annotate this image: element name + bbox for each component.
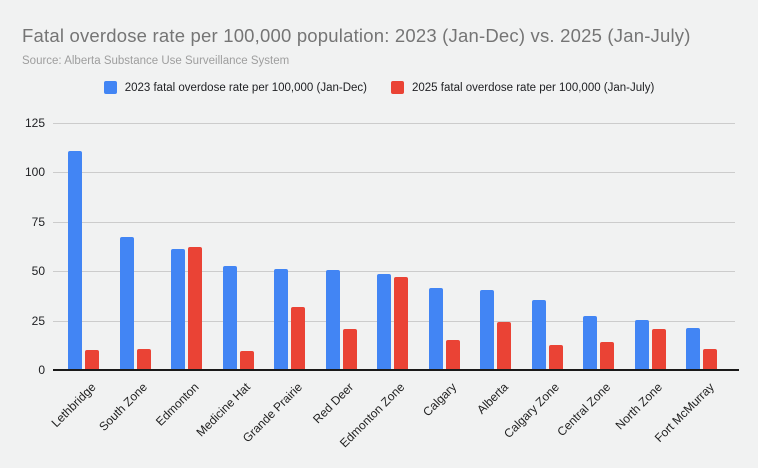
y-axis-tick-label: 0 — [38, 363, 45, 377]
bar-2023-south-zone — [119, 236, 134, 369]
legend-swatch-2023-icon — [103, 81, 117, 94]
y-axis-tick-label: 75 — [31, 214, 45, 229]
legend-label-2023: 2023 fatal overdose rate per 100,000 (Ja… — [124, 81, 367, 94]
bar-group-alberta — [480, 289, 512, 369]
bar-group-north-zone — [634, 319, 666, 369]
bar-2023-central-zone — [583, 315, 598, 369]
bar-2025-grande-prairie — [291, 306, 306, 369]
bar-2023-calgary — [428, 287, 443, 369]
bar-2023-edmonton-zone — [377, 274, 392, 369]
bar-group-calgary-zone — [531, 299, 563, 369]
bar-2025-alberta — [497, 321, 512, 369]
gridline-50 — [53, 271, 735, 273]
x-axis-label-red-deer: Red Deer — [309, 380, 357, 427]
bar-group-grande-prairie — [274, 269, 306, 369]
x-axis-label-calgary: Calgary — [420, 380, 460, 420]
bar-2025-edmonton — [188, 247, 203, 369]
bar-2025-red-deer — [342, 328, 357, 369]
bar-group-fort-mcmurray — [686, 327, 718, 369]
legend-item-2025: 2025 fatal overdose rate per 100,000 (Ja… — [391, 81, 654, 94]
x-axis-label-alberta: Alberta — [473, 380, 511, 417]
x-axis-label-central-zone: Central Zone — [554, 380, 614, 439]
bar-group-red-deer — [325, 270, 357, 369]
bar-2023-north-zone — [634, 319, 649, 369]
chart-legend: 2023 fatal overdose rate per 100,000 (Ja… — [0, 81, 758, 94]
x-axis-label-edmonton: Edmonton — [153, 380, 202, 429]
bar-2023-lethbridge — [68, 150, 83, 369]
bar-2025-central-zone — [600, 342, 615, 369]
x-axis-line — [53, 369, 739, 371]
bar-2023-medicine-hat — [222, 266, 237, 369]
gridline-125 — [53, 123, 735, 124]
bar-2025-lethbridge — [85, 350, 100, 369]
bar-2025-calgary-zone — [548, 345, 563, 369]
gridline-75 — [53, 221, 735, 223]
legend-item-2023: 2023 fatal overdose rate per 100,000 (Ja… — [103, 81, 367, 94]
y-axis-tick-label: 25 — [31, 313, 45, 328]
legend-label-2025: 2025 fatal overdose rate per 100,000 (Ja… — [412, 81, 655, 94]
gridline-100 — [53, 172, 735, 174]
bar-group-south-zone — [119, 236, 151, 369]
bar-2023-calgary-zone — [531, 299, 546, 369]
bar-2025-edmonton-zone — [394, 277, 409, 369]
y-axis-tick-label: 100 — [24, 165, 45, 180]
chart-source: Source: Alberta Substance Use Surveillan… — [22, 55, 290, 67]
bar-2023-grande-prairie — [274, 269, 289, 369]
bar-2025-south-zone — [136, 349, 151, 369]
chart-title: Fatal overdose rate per 100,000 populati… — [22, 25, 691, 46]
y-axis-tick-label: 125 — [24, 116, 45, 130]
y-axis-tick-label: 50 — [31, 264, 45, 279]
x-axis-label-south-zone: South Zone — [96, 380, 151, 434]
bar-group-calgary — [428, 287, 460, 369]
x-axis-label-north-zone: North Zone — [612, 380, 666, 433]
bar-2025-fort-mcmurray — [703, 349, 718, 369]
x-axis-label-lethbridge: Lethbridge — [48, 380, 99, 431]
bar-group-lethbridge — [68, 150, 100, 369]
bar-2025-north-zone — [651, 329, 666, 369]
bar-2023-edmonton — [171, 249, 186, 369]
bar-2025-medicine-hat — [239, 351, 254, 369]
bar-group-edmonton-zone — [377, 274, 409, 369]
legend-swatch-2025-icon — [391, 81, 404, 94]
bar-2023-red-deer — [325, 270, 340, 369]
bar-group-central-zone — [583, 315, 615, 369]
bar-2023-fort-mcmurray — [686, 327, 701, 369]
bar-2023-alberta — [480, 289, 495, 369]
bar-group-medicine-hat — [222, 266, 254, 369]
bar-2025-calgary — [445, 340, 460, 369]
gridline-25 — [53, 320, 735, 322]
bar-group-edmonton — [171, 247, 203, 369]
